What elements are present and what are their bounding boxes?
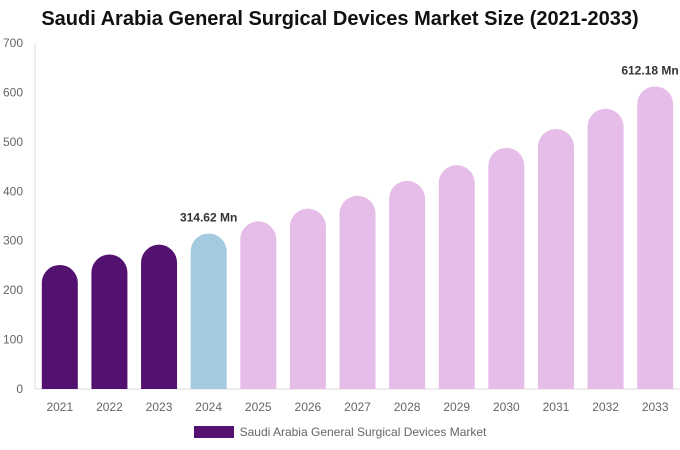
bar-2027 — [339, 195, 376, 389]
bar-2029 — [438, 165, 475, 389]
bar-2021 — [41, 264, 78, 389]
chart-title: Saudi Arabia General Surgical Devices Ma… — [41, 8, 639, 30]
x-tick-label: 2021 — [46, 400, 73, 414]
y-tick-label: 0 — [16, 382, 23, 396]
x-tick-label: 2028 — [394, 400, 421, 414]
x-tick-label: 2033 — [642, 400, 669, 414]
x-tick-label: 2026 — [295, 400, 322, 414]
data-label: 314.62 Mn — [180, 210, 237, 224]
x-tick-label: 2022 — [96, 400, 123, 414]
bar-2033 — [637, 86, 674, 389]
bar-2031 — [537, 129, 574, 389]
x-tick-label: 2023 — [146, 400, 173, 414]
data-label: 612.18 Mn — [621, 63, 678, 77]
y-tick-label: 400 — [3, 184, 23, 198]
bar-2028 — [389, 180, 426, 389]
y-tick-label: 100 — [3, 333, 23, 347]
x-tick-label: 2025 — [245, 400, 272, 414]
y-tick-label: 500 — [3, 135, 23, 149]
y-tick-label: 300 — [3, 234, 23, 248]
legend-swatch — [193, 426, 234, 438]
x-tick-label: 2029 — [443, 400, 470, 414]
y-tick-label: 600 — [3, 85, 23, 99]
y-tick-label: 700 — [3, 36, 23, 50]
x-tick-label: 2024 — [195, 400, 222, 414]
legend: Saudi Arabia General Surgical Devices Ma… — [0, 425, 680, 439]
y-tick-label: 200 — [3, 283, 23, 297]
x-tick-label: 2031 — [543, 400, 570, 414]
bar-2022 — [91, 254, 128, 389]
legend-label: Saudi Arabia General Surgical Devices Ma… — [239, 425, 487, 439]
bar-2023 — [141, 244, 178, 389]
bar-2030 — [488, 147, 525, 389]
bar-2032 — [587, 108, 624, 390]
x-tick-label: 2027 — [344, 400, 371, 414]
bar-2024 — [190, 233, 227, 389]
x-tick-label: 2030 — [493, 400, 520, 414]
x-tick-label: 2032 — [592, 400, 619, 414]
bar-2025 — [240, 221, 277, 389]
bar-2026 — [289, 208, 326, 389]
